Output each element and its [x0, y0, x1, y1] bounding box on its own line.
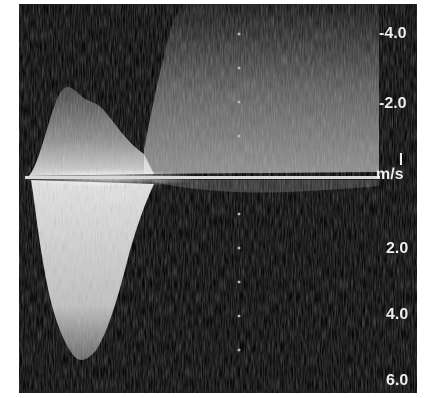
velocity-dot-scale: [237, 32, 241, 352]
unit-label: m/s: [376, 166, 404, 183]
noise-overlay: [19, 4, 417, 393]
unit-marker: [400, 153, 402, 165]
scale-label-pos-6: 6.0: [386, 372, 409, 389]
scale-label-neg-2: -2.0: [379, 95, 407, 112]
scale-label-pos-4: 4.0: [386, 306, 409, 323]
doppler-spectrum: [19, 4, 417, 393]
scale-label-neg-4: -4.0: [379, 25, 407, 42]
zero-baseline: [25, 176, 380, 179]
doppler-frame: -4.0 -2.0 m/s 2.0 4.0 6.0: [19, 4, 417, 393]
scale-label-pos-2: 2.0: [386, 240, 409, 257]
